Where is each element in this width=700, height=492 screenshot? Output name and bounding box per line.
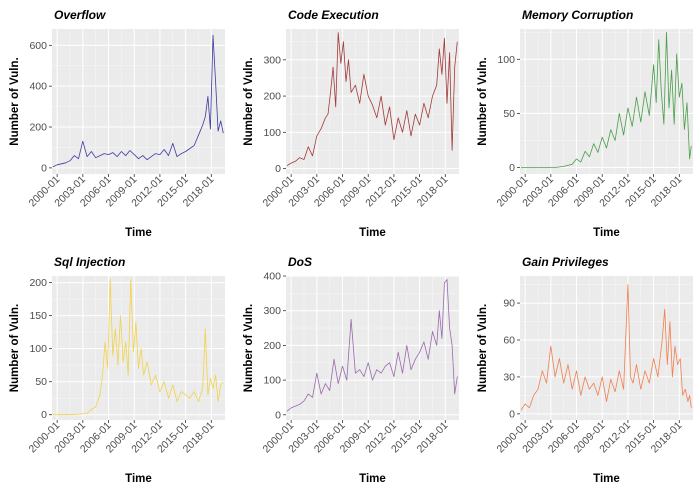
y-tick-label: 100 bbox=[497, 54, 515, 66]
y-axis-title: Number of Vuln. bbox=[243, 57, 255, 145]
y-axis-title: Number of Vuln. bbox=[477, 304, 489, 392]
y-tick-label: 200 bbox=[29, 122, 47, 134]
y-tick-label: 90 bbox=[503, 298, 515, 310]
y-tick-label: 0 bbox=[509, 408, 515, 420]
series-line-code-execution bbox=[286, 32, 458, 167]
y-tick-label: 200 bbox=[29, 277, 47, 289]
panel-background bbox=[52, 29, 225, 174]
panel-memory-corruption: 0501002000-012003-012006-012009-012012-0… bbox=[477, 8, 693, 239]
panel-gain-privileges: 03060902000-012003-012006-012009-012012-… bbox=[477, 255, 693, 485]
panel-title: DoS bbox=[288, 255, 312, 269]
panel-title: Overflow bbox=[54, 8, 106, 22]
y-tick-label: 60 bbox=[503, 335, 515, 347]
panel-dos: 01002003004002000-012003-012006-012009-0… bbox=[243, 255, 459, 485]
y-tick-label: 0 bbox=[275, 409, 281, 421]
y-tick-label: 30 bbox=[503, 371, 515, 383]
y-tick-label: 300 bbox=[263, 305, 281, 317]
series-line-memory-corruption bbox=[520, 31, 692, 168]
series-line-sql-injection bbox=[52, 278, 224, 416]
series-line-gain-privileges bbox=[520, 284, 692, 411]
y-tick-label: 200 bbox=[263, 91, 281, 103]
panel-background bbox=[286, 29, 459, 174]
y-axis-title: Number of Vuln. bbox=[243, 304, 255, 392]
y-tick-label: 0 bbox=[41, 162, 47, 174]
panel-title: Sql Injection bbox=[54, 255, 125, 269]
panel-overflow: 02004006002000-012003-012006-012009-0120… bbox=[9, 8, 225, 239]
y-tick-label: 0 bbox=[41, 409, 47, 421]
series-line-overflow bbox=[52, 34, 224, 168]
x-axis-title: Time bbox=[593, 473, 620, 485]
y-tick-label: 150 bbox=[29, 310, 47, 322]
y-tick-label: 400 bbox=[263, 271, 281, 283]
x-axis-title: Time bbox=[125, 473, 152, 485]
y-tick-label: 600 bbox=[29, 40, 47, 52]
series-line-dos bbox=[286, 279, 458, 412]
x-axis-title: Time bbox=[125, 227, 152, 239]
panel-title: Memory Corruption bbox=[522, 8, 633, 22]
panel-title: Code Execution bbox=[288, 8, 379, 22]
panel-sql-injection: 0501001502002000-012003-012006-012009-01… bbox=[9, 255, 225, 485]
panel-code-execution: 01002003002000-012003-012006-012009-0120… bbox=[243, 8, 459, 239]
y-tick-label: 100 bbox=[263, 375, 281, 387]
y-axis-title: Number of Vuln. bbox=[477, 57, 489, 145]
x-axis-title: Time bbox=[359, 227, 386, 239]
y-tick-label: 50 bbox=[503, 108, 515, 120]
y-tick-label: 0 bbox=[275, 163, 281, 175]
y-tick-label: 300 bbox=[263, 54, 281, 66]
y-axis-title: Number of Vuln. bbox=[9, 304, 21, 392]
y-axis-title: Number of Vuln. bbox=[9, 57, 21, 145]
y-tick-label: 200 bbox=[263, 340, 281, 352]
x-axis-title: Time bbox=[593, 227, 620, 239]
y-tick-label: 100 bbox=[29, 343, 47, 355]
y-tick-label: 100 bbox=[263, 127, 281, 139]
x-axis-title: Time bbox=[359, 473, 386, 485]
y-tick-label: 50 bbox=[35, 376, 47, 388]
y-tick-label: 0 bbox=[509, 162, 515, 174]
panel-title: Gain Privileges bbox=[522, 255, 609, 269]
y-tick-label: 400 bbox=[29, 81, 47, 93]
panel-background bbox=[520, 276, 693, 420]
panel-background bbox=[286, 276, 459, 420]
